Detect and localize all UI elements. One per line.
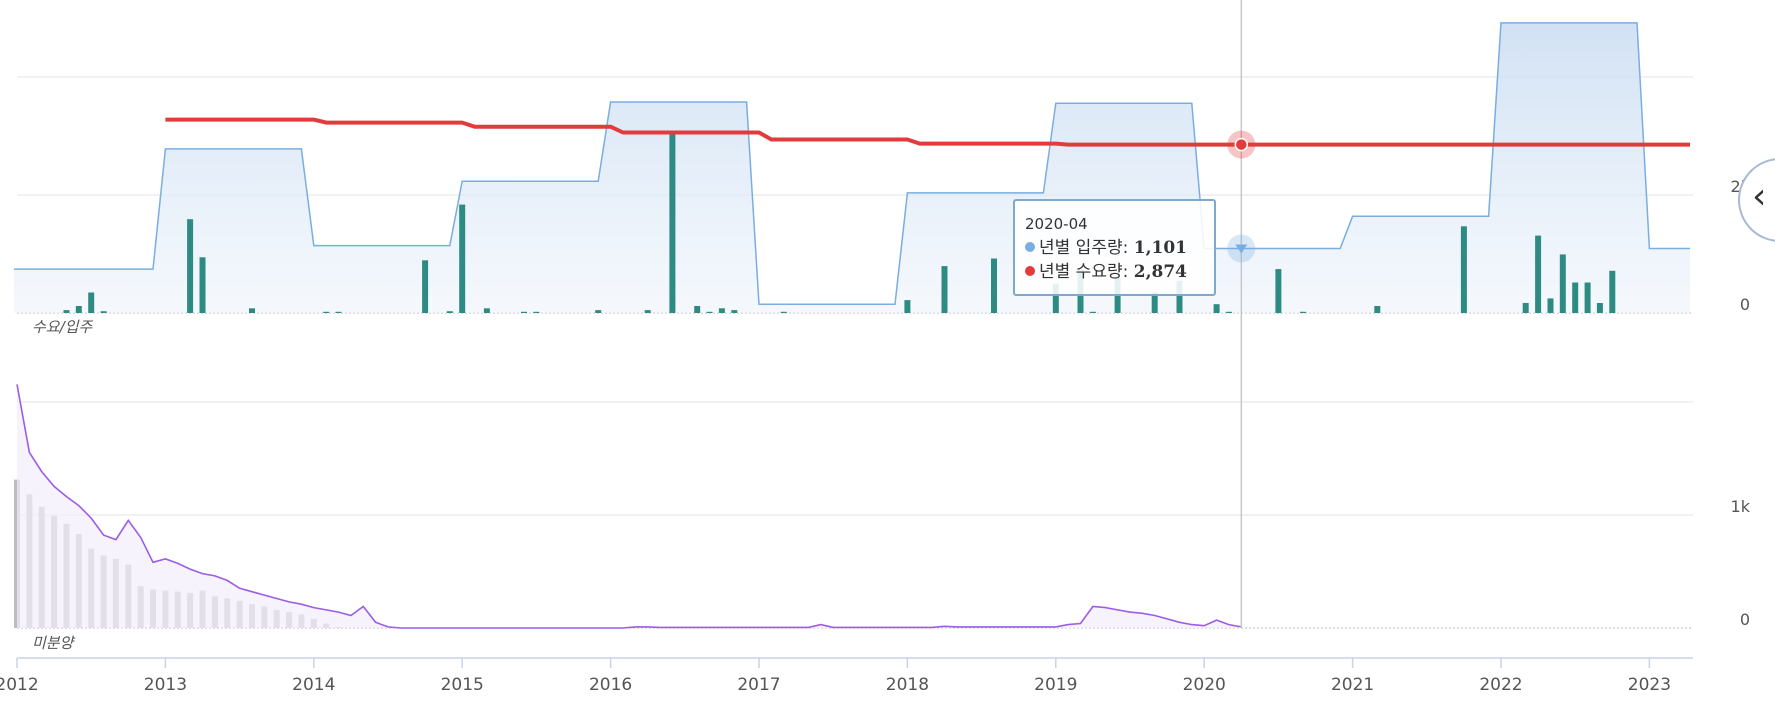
y-tick-label: 0 [1740, 610, 1750, 629]
bar-move-in [1609, 270, 1616, 313]
x-tick-label: 2023 [1628, 675, 1671, 695]
tooltip-demand-dot-icon [1025, 266, 1035, 276]
crosshair [1227, 0, 1256, 628]
bar-move-in [75, 306, 82, 313]
bar-move-in [1225, 311, 1232, 313]
bar-move-in [1176, 280, 1183, 313]
bar-move-in [669, 131, 676, 313]
tooltip-supply-value: 1,101 [1133, 238, 1187, 258]
bar-move-in [1089, 311, 1096, 313]
tooltip-demand-label: 년별 수요량 [1039, 262, 1123, 282]
monthly-move-in-bars [63, 131, 1616, 314]
bar-move-in [1213, 304, 1220, 313]
bar-move-in [1547, 298, 1554, 314]
bar-move-in [459, 204, 466, 313]
bar-move-in [1151, 292, 1158, 313]
bar-move-in [483, 308, 490, 313]
x-tick-label: 2018 [886, 675, 929, 695]
x-tick-label: 2015 [441, 675, 484, 695]
bar-move-in [941, 266, 948, 313]
tooltip: 2020-04 년별 입주량: 1,101 년별 수요량: 2,874 [1013, 199, 1216, 296]
bar-move-in [422, 260, 429, 313]
bar-move-in [335, 311, 342, 313]
x-axis: 2012 2013 2014 2015 2016 2017 2018 2019 2020 2021… [0, 657, 1693, 695]
supply-marker [1235, 244, 1248, 254]
x-tick-label: 2021 [1331, 675, 1374, 695]
bar-move-in [521, 311, 527, 313]
bar-move-in [1572, 282, 1579, 313]
bar-move-in [706, 311, 713, 313]
x-tick-label: 2016 [589, 675, 632, 695]
bar-move-in [644, 310, 651, 313]
bar-move-in [1559, 254, 1566, 313]
bar-move-in [100, 311, 107, 313]
bar-move-in [595, 310, 602, 313]
bar-move-in [63, 310, 70, 313]
bar-move-in [904, 300, 911, 313]
x-tick-label: 2019 [1034, 675, 1077, 695]
top-panel-label: 수요/입주 [32, 318, 93, 336]
bar-move-in [187, 219, 194, 313]
demand-marker [1234, 137, 1249, 152]
tooltip-date: 2020-04 [1025, 215, 1088, 233]
bar-move-in [1052, 283, 1059, 313]
tooltip-row-supply: 년별 입주량: 1,101 [1025, 236, 1204, 260]
unsold-area [17, 384, 1242, 628]
bar-move-in [446, 311, 453, 313]
y-tick-label: 0 [1740, 295, 1750, 314]
bar-move-in [323, 311, 330, 313]
bar-move-in [1584, 282, 1591, 313]
tooltip-demand-value: 2,874 [1133, 262, 1187, 282]
bar-move-in [1374, 306, 1381, 313]
y-tick-label: 1k [1731, 497, 1751, 516]
x-tick-label: 2014 [292, 675, 335, 695]
bar-move-in [991, 258, 997, 313]
bottom-panel-grid [17, 401, 1693, 629]
bar-move-in [1460, 226, 1467, 313]
unsold-line-path [16, 384, 1242, 629]
chevron-left-icon: ‹ [1752, 176, 1767, 217]
supply-area [14, 22, 1690, 314]
bar-move-in [199, 257, 206, 313]
bar-move-in [1522, 303, 1529, 313]
x-tick-label: 2020 [1183, 675, 1226, 695]
bar-move-in [1275, 269, 1282, 314]
bar-move-in [780, 311, 787, 313]
x-tick-label: 2017 [737, 675, 780, 695]
x-tick-label: 2022 [1479, 675, 1522, 695]
bottom-panel-label: 미분양 [32, 634, 76, 652]
supply-line [14, 22, 1690, 305]
tooltip-supply-dot-icon [1025, 242, 1035, 252]
bar-move-in [1535, 235, 1542, 313]
x-tick-label: 2012 [0, 675, 39, 695]
demand-line [165, 117, 1690, 147]
demand-line-path [165, 117, 1690, 147]
supply-area-fill [14, 22, 1690, 314]
bar-move-in [1596, 303, 1603, 313]
y-axis-ticks: 2k01k0 [1731, 177, 1751, 629]
bar-move-in [694, 306, 701, 313]
x-tick-label: 2013 [144, 675, 187, 695]
bar-move-in [1300, 311, 1307, 313]
bar-move-in [88, 292, 95, 313]
bar-move-in [533, 311, 540, 313]
unsold-line [16, 384, 1242, 629]
tooltip-row-demand: 년별 수요량: 2,874 [1025, 260, 1204, 284]
bar-move-in [249, 308, 255, 313]
tooltip-supply-label: 년별 입주량 [1039, 238, 1123, 258]
bar-move-in [718, 308, 725, 313]
bar-move-in [731, 310, 738, 313]
